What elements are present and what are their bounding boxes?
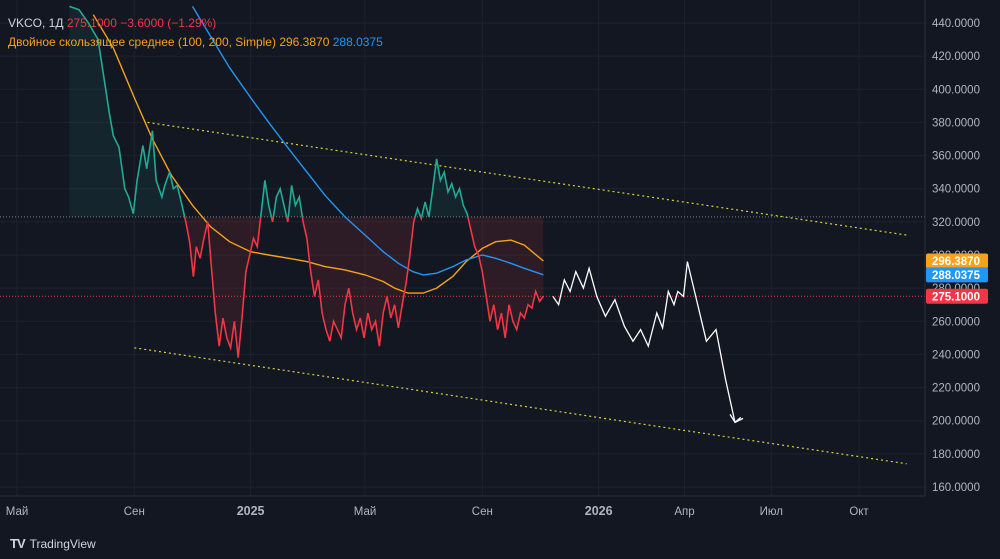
forecast-arrowhead bbox=[729, 414, 744, 424]
y-tick-label: 260.0000 bbox=[932, 316, 980, 328]
x-tick-label: Сен bbox=[124, 506, 145, 518]
y-tick-label: 180.0000 bbox=[932, 449, 980, 461]
area-fill-down bbox=[69, 216, 544, 358]
legend-ma100-value: 296.3870 bbox=[279, 35, 330, 49]
y-tick-label: 220.0000 bbox=[932, 383, 980, 395]
price-label-box bbox=[926, 267, 988, 283]
x-tick-label: 2026 bbox=[585, 504, 613, 518]
legend-ma200-value: 288.0375 bbox=[332, 35, 383, 49]
legend-close: 275.1000 bbox=[66, 16, 117, 30]
price-label-text: 288.0375 bbox=[932, 270, 981, 282]
x-axis: Май Сен 2025 Май Сен 2026 Апр Июл Окт bbox=[0, 495, 925, 518]
brand-name: TradingView bbox=[29, 536, 96, 551]
x-tick-label: Май bbox=[6, 506, 29, 518]
legend-ma-label[interactable]: Двойное скользящее среднее (100, 200, Si… bbox=[8, 35, 276, 49]
x-tick-label: Окт bbox=[849, 506, 869, 518]
series-layer bbox=[69, 5, 907, 465]
y-tick-label: 380.0000 bbox=[932, 117, 980, 129]
y-tick-label: 240.0000 bbox=[932, 349, 980, 361]
price-label-box bbox=[926, 288, 988, 304]
ma200-line bbox=[191, 6, 544, 276]
legend: VKCO, 1Д 275.1000 −3.6000 (−1.29%) Двойн… bbox=[8, 14, 383, 52]
x-tick-label: Сен bbox=[472, 506, 493, 518]
y-tick-label: 400.0000 bbox=[932, 84, 980, 96]
price-label-text: 275.1000 bbox=[932, 291, 980, 303]
channel-lower-line bbox=[134, 347, 907, 465]
area-fill-up bbox=[69, 6, 468, 217]
x-tick-label: Апр bbox=[674, 506, 694, 518]
y-tick-label: 320.0000 bbox=[932, 217, 980, 229]
y-tick-label: 340.0000 bbox=[932, 184, 980, 196]
legend-ma-row: Двойное скользящее среднее (100, 200, Si… bbox=[8, 33, 383, 52]
price-line-down bbox=[183, 216, 545, 358]
price-label-text: 296.3870 bbox=[932, 256, 980, 268]
y-tick-label: 440.0000 bbox=[932, 18, 980, 30]
x-tick-label: 2025 bbox=[237, 504, 265, 518]
tradingview-brand[interactable]: TV TradingView bbox=[10, 536, 96, 551]
legend-symbol-row: VKCO, 1Д 275.1000 −3.6000 (−1.29%) bbox=[8, 14, 383, 33]
area-fills bbox=[69, 6, 544, 358]
price-line-up bbox=[69, 5, 469, 217]
price-labels: 296.3870 288.0375 275.1000 bbox=[926, 253, 988, 304]
tradingview-logo-icon: TV bbox=[10, 536, 26, 551]
legend-change: −3.6000 (−1.29%) bbox=[120, 16, 217, 30]
forecast-line bbox=[552, 261, 736, 423]
grid bbox=[0, 0, 925, 496]
y-tick-label: 200.0000 bbox=[932, 416, 980, 428]
x-tick-label: Июл bbox=[760, 506, 783, 518]
legend-symbol[interactable]: VKCO, 1Д bbox=[8, 16, 64, 30]
x-tick-label: Май bbox=[354, 506, 377, 518]
price-label-box bbox=[926, 253, 988, 269]
y-tick-label: 420.0000 bbox=[932, 51, 980, 63]
y-tick-label: 160.0000 bbox=[932, 482, 980, 494]
y-tick-label: 360.0000 bbox=[932, 151, 980, 163]
